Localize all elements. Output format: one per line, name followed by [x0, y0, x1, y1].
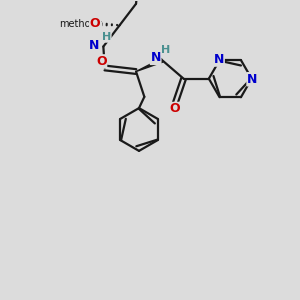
Text: H: H [161, 45, 171, 55]
Text: N: N [89, 39, 100, 52]
Text: O: O [90, 17, 100, 30]
Text: O: O [96, 55, 106, 68]
Text: O: O [91, 16, 101, 29]
Text: methoxy: methoxy [59, 19, 101, 29]
Text: N: N [214, 53, 224, 66]
Text: N: N [247, 73, 257, 86]
Text: N: N [151, 51, 161, 64]
Text: H: H [102, 32, 111, 42]
Text: O: O [170, 103, 180, 116]
Polygon shape [136, 58, 163, 71]
